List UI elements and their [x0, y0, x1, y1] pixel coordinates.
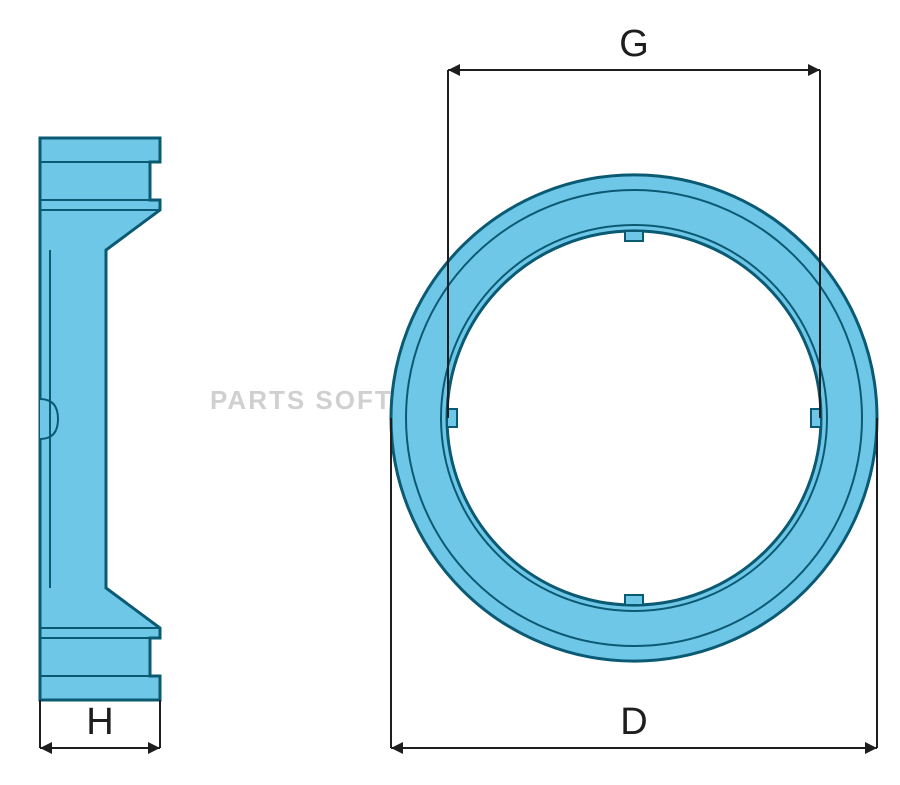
- ring-side-view: [40, 138, 160, 700]
- watermark: PARTS SOFT: [210, 385, 393, 416]
- ring-lug: [625, 231, 643, 241]
- dimension-label-g: G: [619, 23, 649, 65]
- dimension-h: H: [40, 700, 160, 748]
- ring-lug: [625, 595, 643, 605]
- ring-front-view: [391, 175, 877, 661]
- dimension-label-h: H: [86, 701, 113, 743]
- dimension-label-d: D: [620, 701, 647, 743]
